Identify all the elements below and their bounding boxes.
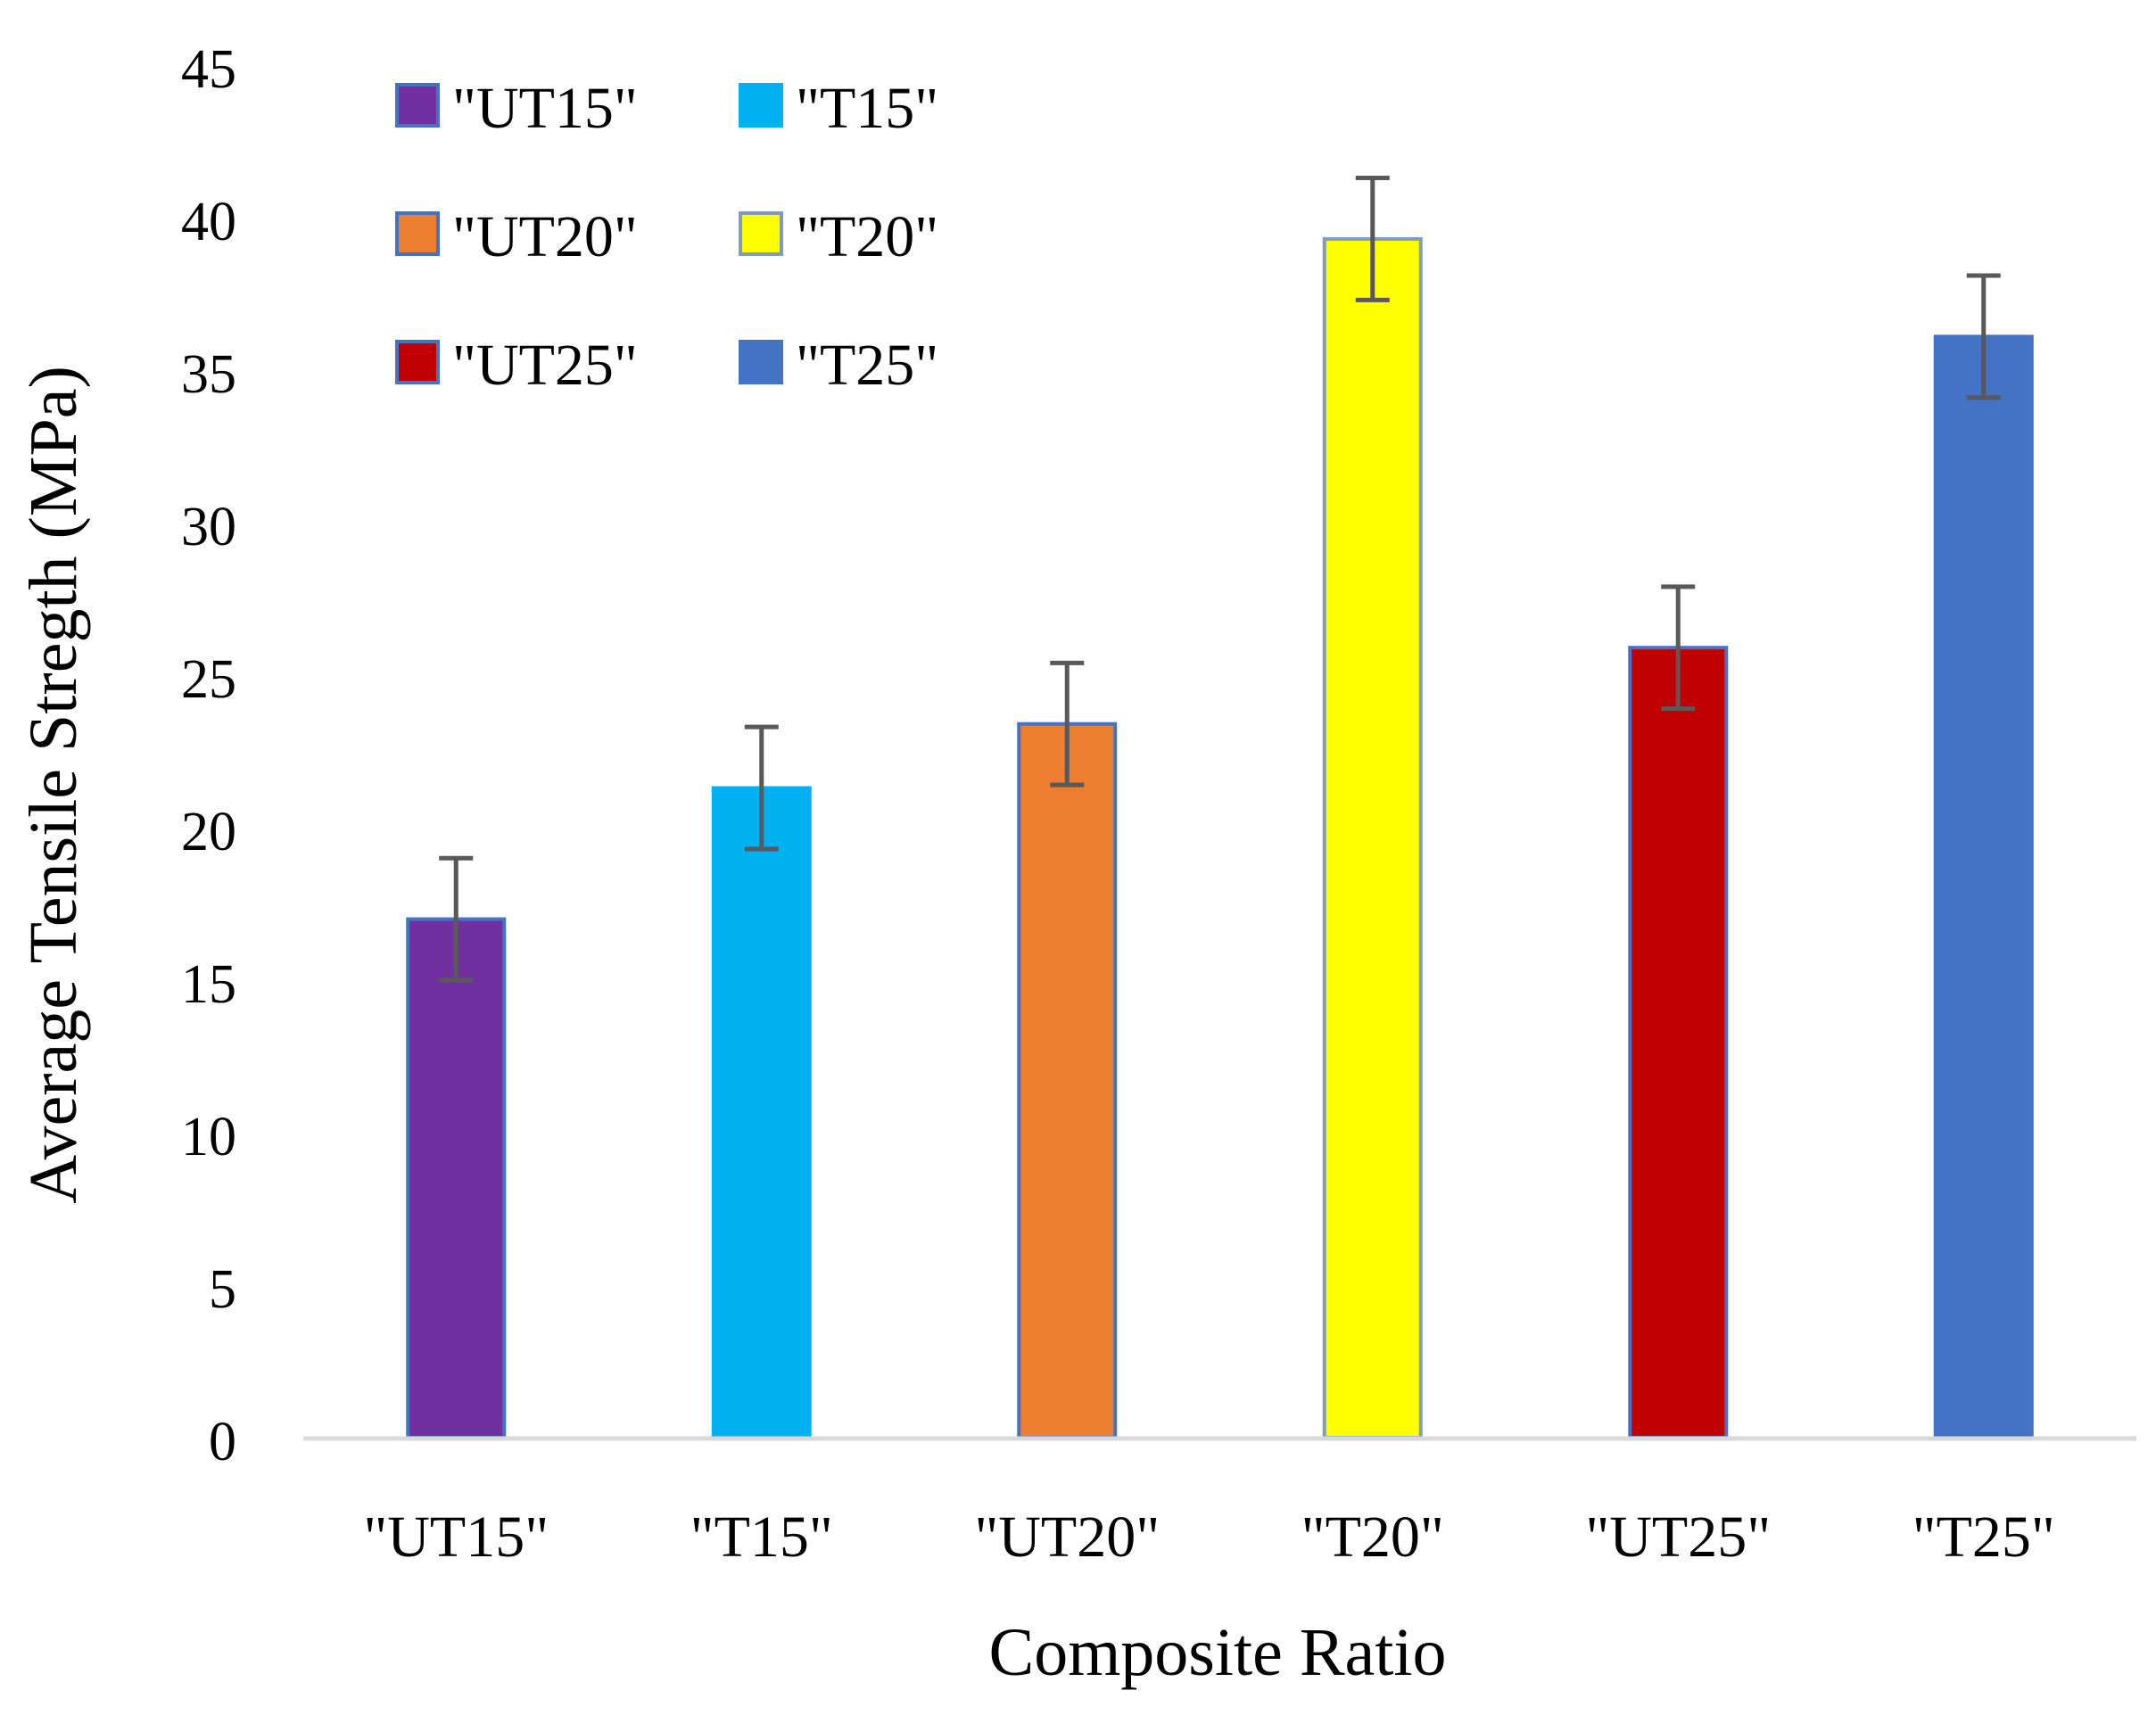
legend-label: "T25": [796, 333, 938, 398]
legend-item: "T20": [739, 204, 938, 269]
legend-label: "UT15": [452, 76, 638, 141]
x-tick-label: "T15": [690, 1505, 833, 1570]
y-tick-label: 45: [181, 39, 236, 100]
bar: [711, 786, 812, 1439]
legend-swatch: [395, 211, 440, 256]
x-tick-label: "UT25": [1585, 1505, 1771, 1570]
x-tick-label: "UT15": [363, 1505, 549, 1570]
x-axis-label: Composite Ratio: [989, 1615, 1447, 1690]
bars: [406, 236, 2034, 1440]
y-tick-label: 40: [181, 192, 236, 252]
y-tick-label: 20: [181, 802, 236, 862]
error-bar: [1966, 273, 2001, 400]
error-bar: [744, 724, 779, 852]
bar: [1322, 236, 1423, 1440]
x-tick-label: "UT20": [974, 1505, 1160, 1570]
y-tick-label: 35: [181, 344, 236, 405]
x-tick-label: "T20": [1301, 1505, 1444, 1570]
bar: [1017, 721, 1118, 1439]
bar: [1933, 334, 2034, 1439]
legend-item: "UT15": [395, 76, 638, 141]
bar: [406, 917, 507, 1439]
legend-item: "UT20": [395, 204, 638, 269]
legend: "UT15" "T15" "UT20" "T20" "UT25" "T25": [395, 76, 938, 398]
y-tick-label: 10: [181, 1107, 236, 1167]
legend-swatch: [739, 211, 783, 256]
y-axis-ticks: 0 5 10 15 20 25 30 35 40 45: [181, 39, 236, 1472]
error-bar: [1050, 660, 1085, 787]
legend-swatch: [739, 340, 783, 384]
legend-label: "UT20": [452, 204, 638, 269]
legend-label: "UT25": [452, 333, 638, 398]
y-tick-label: 25: [181, 649, 236, 710]
error-bar: [1355, 176, 1390, 302]
y-tick-label: 5: [209, 1259, 236, 1320]
y-tick-label: 15: [181, 954, 236, 1015]
legend-item: "T15": [739, 76, 938, 141]
error-bars: [439, 176, 2001, 983]
error-bar: [1661, 584, 1696, 712]
legend-swatch: [395, 340, 440, 384]
legend-swatch: [395, 83, 440, 128]
legend-label: "T15": [796, 76, 938, 141]
y-tick-label: 30: [181, 497, 236, 557]
x-axis-tick-labels: "UT15" "T15" "UT20" "T20" "UT25" "T25": [363, 1505, 2055, 1570]
bar: [1628, 646, 1729, 1439]
legend-swatch: [739, 83, 783, 128]
legend-item: "UT25": [395, 333, 638, 398]
y-tick-label: 0: [209, 1412, 236, 1472]
error-bar: [439, 855, 474, 983]
x-tick-label: "T25": [1912, 1505, 2055, 1570]
legend-label: "T20": [796, 204, 938, 269]
legend-item: "T25": [739, 333, 938, 398]
y-axis-label: Average Tensile Stregth (MPa): [16, 366, 91, 1204]
